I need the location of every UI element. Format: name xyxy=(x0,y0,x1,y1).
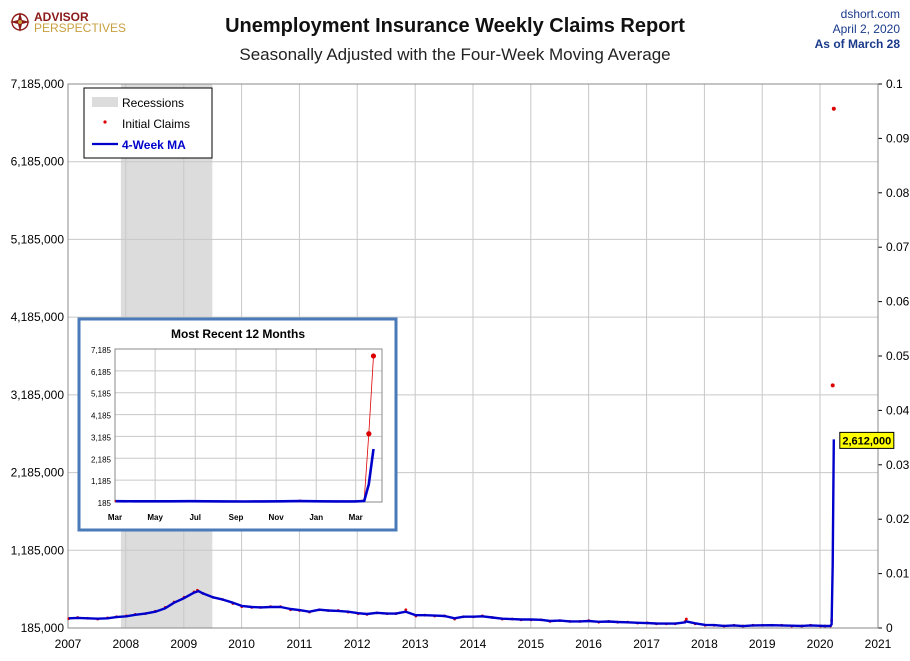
x-tick-label: 2009 xyxy=(170,637,197,651)
series-layer xyxy=(67,106,836,628)
x-tick-label: 2021 xyxy=(865,637,892,651)
legend: Recessions Initial Claims 4-Week MA xyxy=(83,87,213,159)
axis-layer: 2007 2008 2009 2010 2011 2012 2013 2014 2015 2016… xyxy=(11,77,910,651)
y2-tick-label: 0.01 xyxy=(886,567,910,581)
y-tick-label: 1,185 xyxy=(91,477,112,486)
y2-tick-label: 0.02 xyxy=(886,512,910,526)
y2-tick-label: 0.08 xyxy=(886,186,910,200)
y-tick-label: 5,185 xyxy=(91,390,112,399)
x-tick-label: 2010 xyxy=(228,637,255,651)
x-tick-label: Jul xyxy=(189,513,201,522)
y2-tick-label: 0.07 xyxy=(886,240,910,254)
y-tick-label: 3,185,000 xyxy=(11,388,65,402)
x-tick-label: 2012 xyxy=(344,637,371,651)
y-tick-label: 4,185,000 xyxy=(11,310,65,324)
legend-label-ma: 4-Week MA xyxy=(122,138,186,152)
y-tick-label: 7,185,000 xyxy=(11,77,65,91)
x-tick-label: 2011 xyxy=(286,637,312,651)
x-tick-label: Sep xyxy=(229,513,244,522)
x-tick-label: Mar xyxy=(108,513,122,522)
y2-tick-label: 0.05 xyxy=(886,349,910,363)
chart-subtitle: Seasonally Adjusted with the Four-Week M… xyxy=(239,45,670,64)
callout-box xyxy=(839,431,895,449)
y-tick-label: 3,185 xyxy=(91,433,112,442)
x-tick-label: 2018 xyxy=(691,637,718,651)
brand-name-line2: PERSPECTIVES xyxy=(34,21,126,35)
x-tick-label: 2015 xyxy=(517,637,544,651)
y2-tick-label: 0.03 xyxy=(886,458,910,472)
callout-label: 2,612,000 xyxy=(842,435,891,447)
y-tick-label: 5,185,000 xyxy=(11,232,65,246)
x-tick-label: 2020 xyxy=(807,637,834,651)
claims-point xyxy=(831,106,836,111)
legend-swatch-claims xyxy=(103,120,107,124)
y-tick-label: 6,185 xyxy=(91,368,112,377)
y-tick-label: 4,185 xyxy=(91,412,112,421)
y-tick-label: 2,185 xyxy=(91,455,112,464)
y2-tick-label: 0.1 xyxy=(886,77,903,91)
x-tick-label: 2013 xyxy=(402,637,429,651)
plot-frame xyxy=(67,83,879,629)
compass-rose-icon xyxy=(10,12,30,32)
y2-tick-label: 0.04 xyxy=(886,403,910,417)
report-date: April 2, 2020 xyxy=(833,22,901,36)
y-tick-label: 185 xyxy=(98,499,112,508)
x-tick-label: 2014 xyxy=(460,637,487,651)
claims-point xyxy=(370,353,377,359)
claims-point xyxy=(366,431,372,437)
claims-point xyxy=(404,608,408,612)
y-tick-label: 7,185 xyxy=(91,346,112,355)
y2-tick-label: 0.06 xyxy=(886,295,910,309)
x-tick-label: May xyxy=(147,513,163,522)
inset-title: Most Recent 12 Months xyxy=(171,327,305,341)
inset-frame xyxy=(77,317,398,532)
x-tick-label: 2008 xyxy=(112,637,139,651)
legend-label-recession: Recessions xyxy=(122,96,184,110)
x-tick-label: 2016 xyxy=(575,637,602,651)
y2-tick-label: 0 xyxy=(886,621,893,635)
claims-point xyxy=(830,383,835,388)
legend-label-claims: Initial Claims xyxy=(122,117,190,131)
brand-logo: ADVISOR PERSPECTIVES xyxy=(10,10,126,35)
as-of-date: As of March 28 xyxy=(815,37,901,51)
y2-tick-label: 0.09 xyxy=(886,131,910,145)
ma-line xyxy=(115,448,375,503)
inset-axis-layer: Mar May Jul Sep Nov Jan Mar 185 1,185 2,185 3,185 4… xyxy=(91,346,383,522)
x-tick-label: Nov xyxy=(269,513,285,522)
inset-series-layer xyxy=(114,353,377,503)
chart-title: Unemployment Insurance Weekly Claims Rep… xyxy=(225,15,685,37)
claims-point xyxy=(684,617,688,621)
x-tick-label: 2007 xyxy=(55,637,82,651)
source-label: dshort.com xyxy=(841,7,900,21)
legend-swatch-recession xyxy=(92,97,118,107)
y-tick-label: 6,185,000 xyxy=(11,155,65,169)
x-tick-label: Mar xyxy=(349,513,363,522)
ma-line xyxy=(68,439,835,628)
y-tick-label: 2,185,000 xyxy=(11,466,65,480)
latest-ma-callout: 2,612,000 xyxy=(839,431,895,449)
x-tick-label: 2019 xyxy=(749,637,776,651)
y-tick-label: 185,000 xyxy=(21,621,65,635)
x-tick-label: 2017 xyxy=(633,637,660,651)
y-tick-label: 1,185,000 xyxy=(11,543,65,557)
x-tick-label: Jan xyxy=(309,513,323,522)
brand-name-line1: ADVISOR xyxy=(34,10,89,24)
inset-panel: Most Recent 12 Months Mar May Jul Sep Nov Jan… xyxy=(77,317,398,532)
